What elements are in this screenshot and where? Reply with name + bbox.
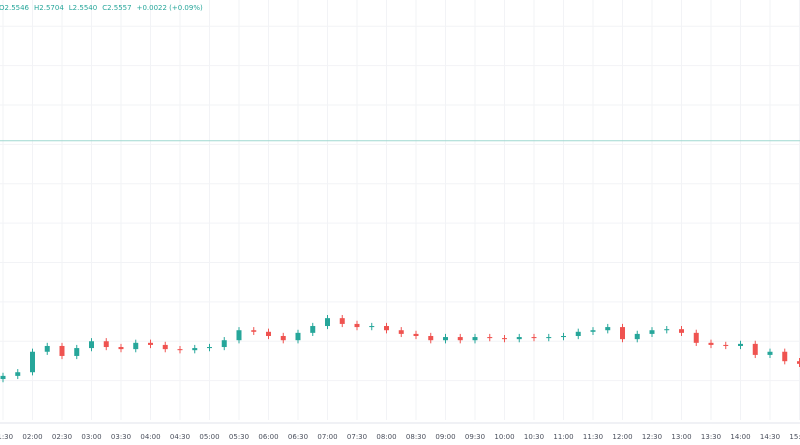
candle-body (325, 318, 330, 327)
x-tick-label: 06:30 (288, 433, 308, 441)
candle-body (516, 337, 522, 340)
candle-body (133, 342, 139, 350)
candle-body (118, 347, 124, 350)
ohlc-value: L2.5540 (69, 4, 97, 12)
candle-body (74, 348, 80, 356)
x-tick-label: 13:30 (701, 433, 721, 441)
candles (0, 315, 800, 383)
candle-body (605, 327, 611, 331)
x-tick-label: 02:00 (22, 433, 42, 441)
ohlc-value: C2.5557 (102, 4, 131, 12)
candle-body (457, 337, 463, 341)
x-tick-label: 14:00 (730, 433, 750, 441)
candle-body (266, 331, 271, 336)
candle-body (103, 341, 109, 348)
candle-body (192, 348, 198, 351)
candle-body (369, 326, 375, 328)
candle-body (546, 337, 552, 339)
candle-body (782, 351, 788, 362)
x-tick-label: 07:00 (317, 433, 337, 441)
candle-body (679, 329, 684, 333)
candle-body (310, 326, 316, 333)
candle-body (502, 338, 507, 340)
x-tick-label: 06:00 (258, 433, 278, 441)
candle-body (767, 351, 773, 355)
candle-body (738, 343, 743, 346)
x-tick-label: 15:00 (789, 433, 800, 441)
x-tick-label: 12:00 (612, 433, 632, 441)
x-tick-label: 12:30 (642, 433, 662, 441)
x-tick-label: 04:00 (140, 433, 160, 441)
candle-body (221, 340, 227, 348)
x-tick-label: 10:30 (524, 433, 544, 441)
candle-body (295, 332, 301, 341)
candle-body (251, 330, 257, 332)
candle-body (531, 337, 537, 339)
x-tick-label: 09:30 (465, 433, 485, 441)
x-tick-label: 13:00 (671, 433, 691, 441)
x-tick-label: 02:30 (52, 433, 72, 441)
candle-body (413, 333, 419, 336)
candle-body (89, 341, 94, 349)
candle-body (177, 349, 183, 351)
x-tick-label: 03:00 (81, 433, 101, 441)
candle-body (797, 361, 800, 364)
candle-body (59, 345, 65, 356)
x-tick-label: 08:00 (376, 433, 396, 441)
candle-body (575, 331, 581, 336)
ohlc-header: O2.5546 H2.5704 L2.5540 C2.5557 +0.0022 (+0.… (0, 4, 203, 12)
candle-body (590, 330, 596, 332)
ohlc-value: H2.5704 (34, 4, 64, 12)
candle-body (44, 345, 50, 352)
candle-body (620, 327, 625, 340)
candle-body (472, 337, 478, 341)
x-tick-label: 05:00 (199, 433, 219, 441)
candle-body (664, 329, 670, 331)
x-tick-label: 01:30 (0, 433, 13, 441)
candle-body (398, 330, 404, 334)
candle-body (384, 326, 389, 331)
candle-body (15, 372, 21, 376)
ohlc-value: O2.5546 (0, 4, 30, 12)
candle-body (752, 343, 758, 355)
candle-body (443, 337, 448, 341)
candle-body (236, 330, 242, 341)
x-tick-label: 11:00 (553, 433, 573, 441)
candle-body (634, 333, 640, 340)
x-tick-label: 04:30 (170, 433, 190, 441)
x-tick-label: 03:30 (111, 433, 131, 441)
candle-body (693, 332, 699, 343)
candle-body (561, 336, 566, 338)
candle-body (207, 347, 212, 349)
candle-body (487, 337, 493, 339)
candle-body (280, 336, 286, 341)
x-tick-label: 14:30 (760, 433, 780, 441)
candle-body (148, 342, 153, 345)
x-tick-label: 11:30 (583, 433, 603, 441)
candle-body (428, 336, 434, 341)
x-tick-label: 05:30 (229, 433, 249, 441)
candle-body (339, 318, 345, 324)
candle-body (708, 342, 714, 345)
ohlc-value: +0.0022 (+0.09%) (137, 4, 203, 12)
candle-body (723, 344, 729, 346)
x-tick-label: 10:00 (494, 433, 514, 441)
candle-body (162, 344, 168, 350)
candle-body (649, 330, 655, 334)
candle-body (354, 323, 360, 328)
candle-body (0, 375, 6, 380)
x-tick-label: 09:00 (435, 433, 455, 441)
candle-body (30, 351, 35, 373)
x-tick-label: 08:30 (406, 433, 426, 441)
x-tick-label: 07:30 (347, 433, 367, 441)
